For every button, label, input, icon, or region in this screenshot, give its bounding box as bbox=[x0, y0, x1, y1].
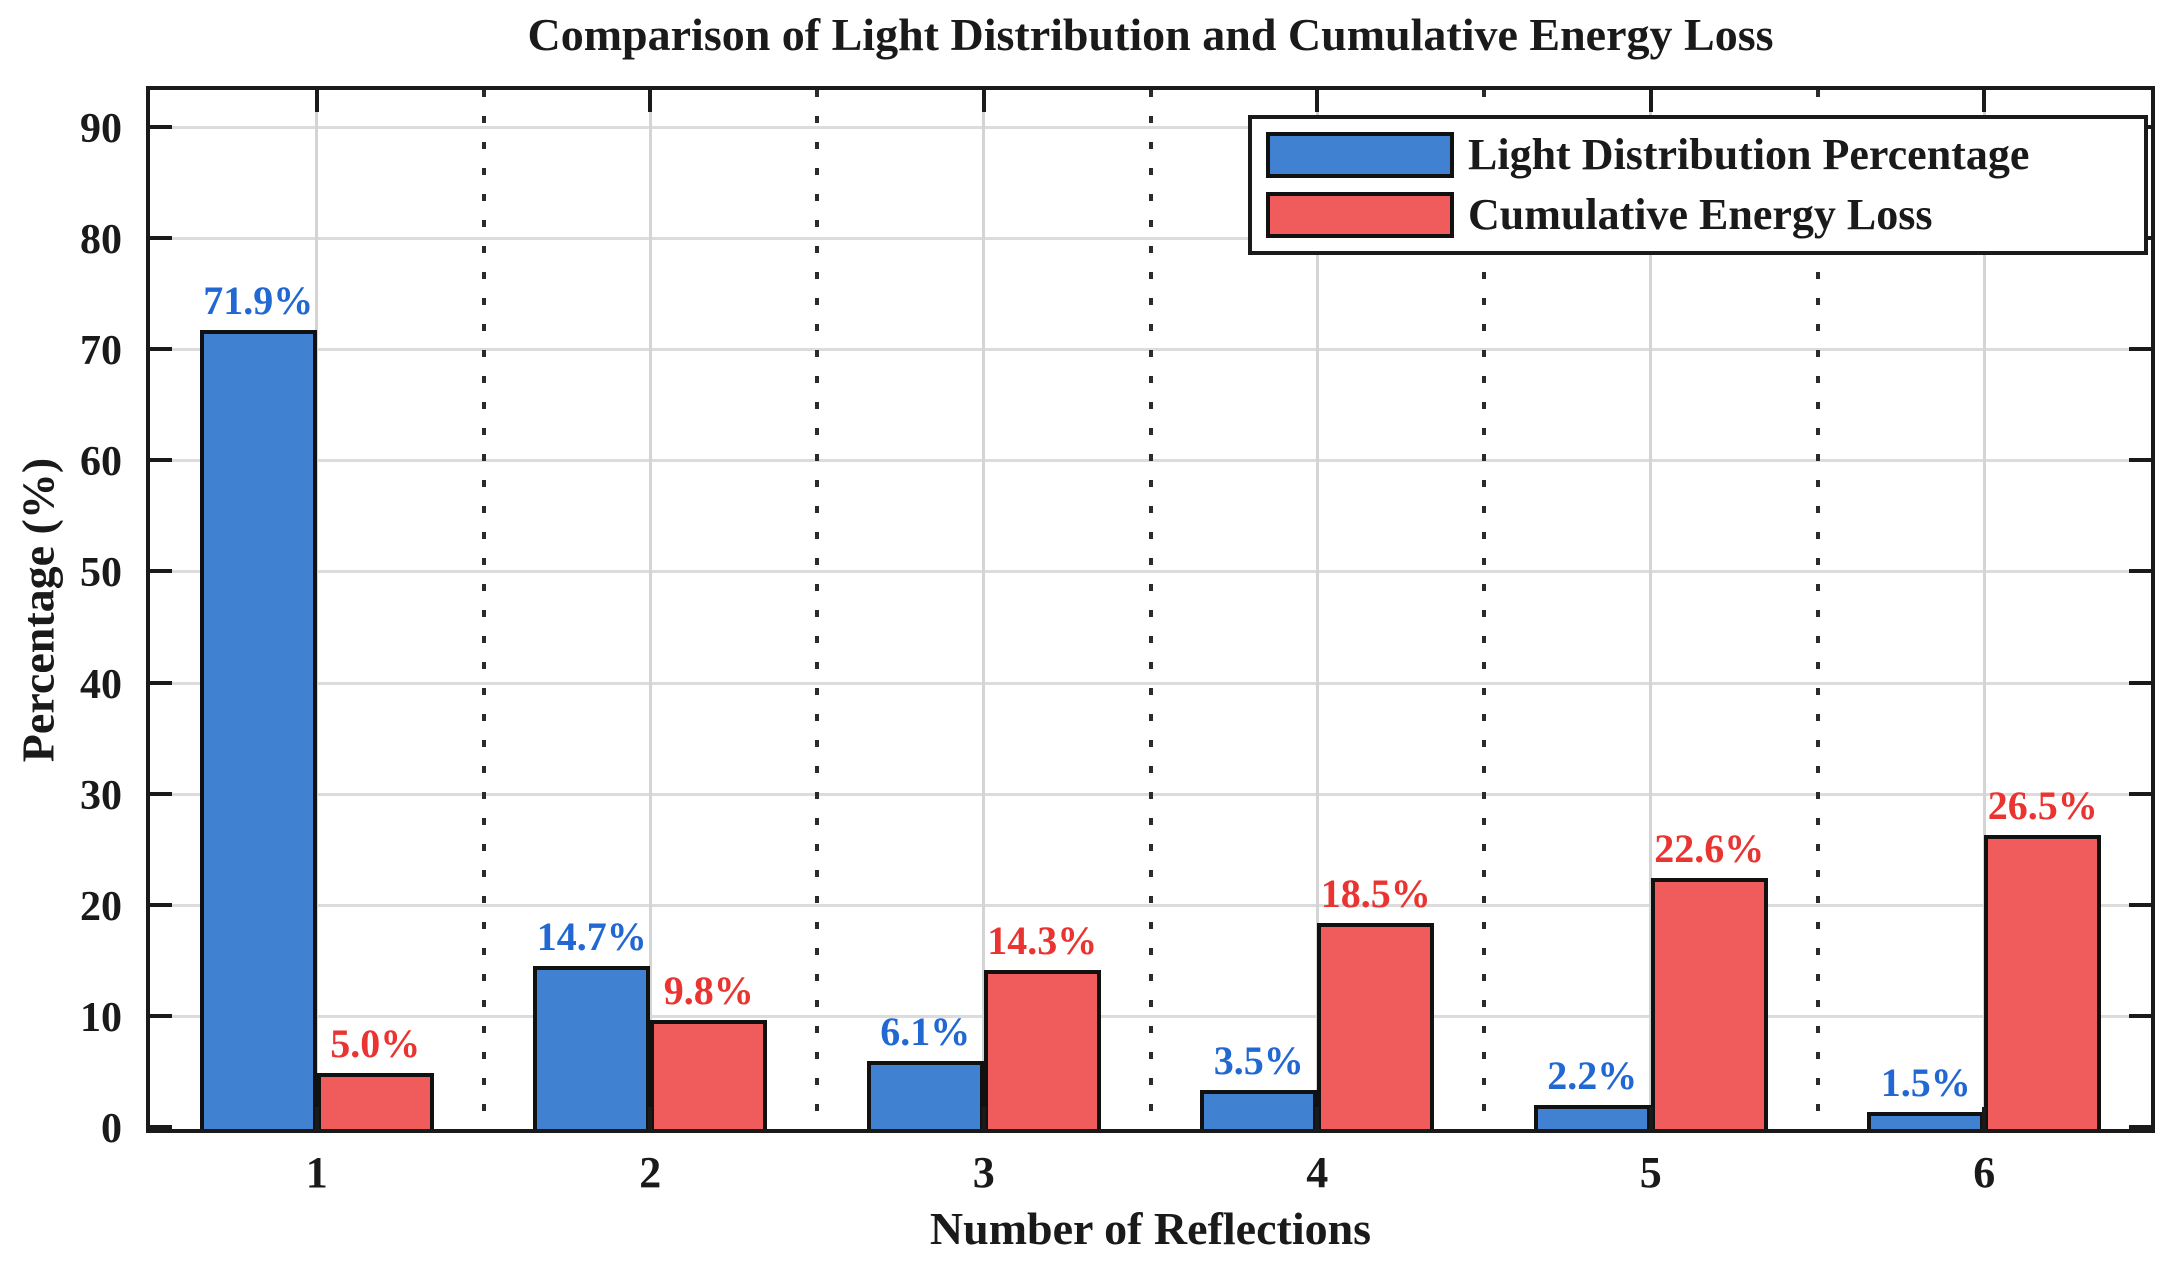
x-tick-mark-top bbox=[1648, 90, 1653, 112]
y-axis-label: Percentage (%) bbox=[12, 457, 64, 763]
y-tick-label: 40 bbox=[80, 661, 122, 708]
x-tick-mark-bottom bbox=[314, 1107, 319, 1129]
x-tick-label: 3 bbox=[972, 1148, 995, 1197]
y-tick-label: 70 bbox=[80, 328, 122, 375]
y-tick-mark-right bbox=[2129, 680, 2151, 685]
y-tick-mark-left bbox=[150, 791, 172, 796]
x-tick-label: 5 bbox=[1639, 1148, 1662, 1197]
bar-energy-loss bbox=[1317, 923, 1435, 1129]
x-tick-mark-bottom bbox=[1648, 1107, 1653, 1129]
bar-value-label: 22.6% bbox=[1654, 825, 1765, 871]
bar-value-label: 71.9% bbox=[203, 278, 314, 324]
y-tick-mark-left bbox=[150, 236, 172, 241]
y-tick-label: 60 bbox=[80, 439, 122, 486]
bar-light-distribution bbox=[866, 1061, 984, 1129]
y-tick-mark-left bbox=[150, 902, 172, 907]
bar-light-distribution bbox=[1867, 1112, 1985, 1129]
bar-energy-loss bbox=[1650, 877, 1768, 1129]
y-tick-mark-right bbox=[2129, 1013, 2151, 1018]
y-tick-mark-right bbox=[2129, 1125, 2151, 1129]
group-separator-dotted bbox=[481, 90, 486, 1129]
bar-value-label: 9.8% bbox=[663, 968, 754, 1014]
gridline-vertical-center bbox=[648, 90, 652, 1129]
bar-value-label: 26.5% bbox=[1987, 782, 2098, 828]
gridline-vertical-center bbox=[1982, 90, 1986, 1129]
x-tick-label: 4 bbox=[1306, 1148, 1329, 1197]
group-separator-dotted bbox=[1815, 90, 1820, 1129]
bar-light-distribution bbox=[199, 330, 317, 1129]
y-tick-mark-left bbox=[150, 458, 172, 463]
x-tick-mark-top bbox=[314, 90, 319, 112]
x-tick-mark-bottom bbox=[1315, 1107, 1320, 1129]
x-tick-mark-top bbox=[981, 90, 986, 112]
y-tick-label: 30 bbox=[80, 772, 122, 819]
y-tick-label: 90 bbox=[80, 105, 122, 152]
bar-energy-loss bbox=[650, 1020, 768, 1129]
legend-item: Light Distribution Percentage bbox=[1266, 132, 2130, 178]
x-tick-mark-bottom bbox=[648, 1107, 653, 1129]
x-tick-mark-bottom bbox=[1982, 1107, 1987, 1129]
group-separator-dotted bbox=[815, 90, 819, 1129]
y-tick-mark-left bbox=[150, 569, 172, 574]
legend-swatch bbox=[1266, 192, 1454, 238]
x-axis-label: Number of Reflections bbox=[929, 1203, 1372, 1254]
x-tick-label: 1 bbox=[305, 1148, 328, 1197]
y-tick-mark-left bbox=[150, 347, 172, 352]
bar-energy-loss bbox=[1984, 834, 2102, 1129]
y-tick-mark-right bbox=[2129, 347, 2151, 352]
y-tick-mark-right bbox=[2129, 902, 2151, 907]
chart-title: Comparison of Light Distribution and Cum… bbox=[527, 9, 1774, 60]
gridline-vertical-center bbox=[315, 90, 319, 1129]
y-tick-mark-left bbox=[150, 124, 172, 129]
x-tick-label: 6 bbox=[1973, 1148, 1996, 1197]
x-tick-mark-bottom bbox=[981, 1107, 986, 1129]
bar-value-label: 18.5% bbox=[1320, 871, 1431, 917]
legend: Light Distribution Percentage Cumulative … bbox=[1248, 115, 2148, 255]
gridline-vertical-center bbox=[982, 90, 986, 1129]
x-tick-label: 2 bbox=[639, 1148, 662, 1197]
x-tick-mark-top bbox=[648, 90, 653, 112]
bar-value-label: 1.5% bbox=[1880, 1060, 1971, 1106]
gridline-vertical-center bbox=[1649, 90, 1653, 1129]
group-separator-dotted bbox=[1482, 90, 1486, 1129]
y-tick-label: 0 bbox=[101, 1106, 122, 1152]
bar-energy-loss bbox=[983, 970, 1101, 1129]
y-tick-mark-left bbox=[150, 680, 172, 685]
legend-item-label: Light Distribution Percentage bbox=[1468, 130, 2030, 179]
y-tick-mark-right bbox=[2129, 458, 2151, 463]
y-tick-label: 20 bbox=[80, 883, 122, 930]
bar-value-label: 14.7% bbox=[536, 913, 647, 959]
bar-light-distribution bbox=[533, 965, 651, 1129]
bar-value-label: 5.0% bbox=[330, 1021, 421, 1067]
legend-item-label: Cumulative Energy Loss bbox=[1468, 190, 1933, 239]
x-tick-mark-top bbox=[1982, 90, 1987, 112]
legend-swatch bbox=[1266, 132, 1454, 178]
y-tick-mark-left bbox=[150, 1013, 172, 1018]
bar-energy-loss bbox=[316, 1073, 434, 1129]
bar-value-label: 3.5% bbox=[1213, 1038, 1304, 1084]
y-tick-label: 10 bbox=[80, 994, 122, 1041]
y-tick-mark-right bbox=[2129, 791, 2151, 796]
legend-item: Cumulative Energy Loss bbox=[1266, 192, 2130, 238]
bar-value-label: 2.2% bbox=[1547, 1052, 1638, 1098]
group-separator-dotted bbox=[1148, 90, 1153, 1129]
bar-value-label: 14.3% bbox=[987, 918, 1098, 964]
y-tick-mark-left bbox=[150, 1125, 172, 1129]
bar-light-distribution bbox=[1533, 1104, 1651, 1129]
gridline-vertical-center bbox=[1315, 90, 1319, 1129]
bar-value-label: 6.1% bbox=[880, 1009, 971, 1055]
y-tick-mark-right bbox=[2129, 569, 2151, 574]
plot-area: 71.9% 14.7% 6.1% 3.5% 2.2% 1.5% 5.0% 9.8% 14.3% 1… bbox=[146, 86, 2155, 1133]
x-tick-mark-top bbox=[1315, 90, 1320, 112]
y-tick-label: 80 bbox=[80, 217, 122, 264]
bar-light-distribution bbox=[1200, 1090, 1318, 1129]
y-tick-label: 50 bbox=[80, 550, 122, 597]
